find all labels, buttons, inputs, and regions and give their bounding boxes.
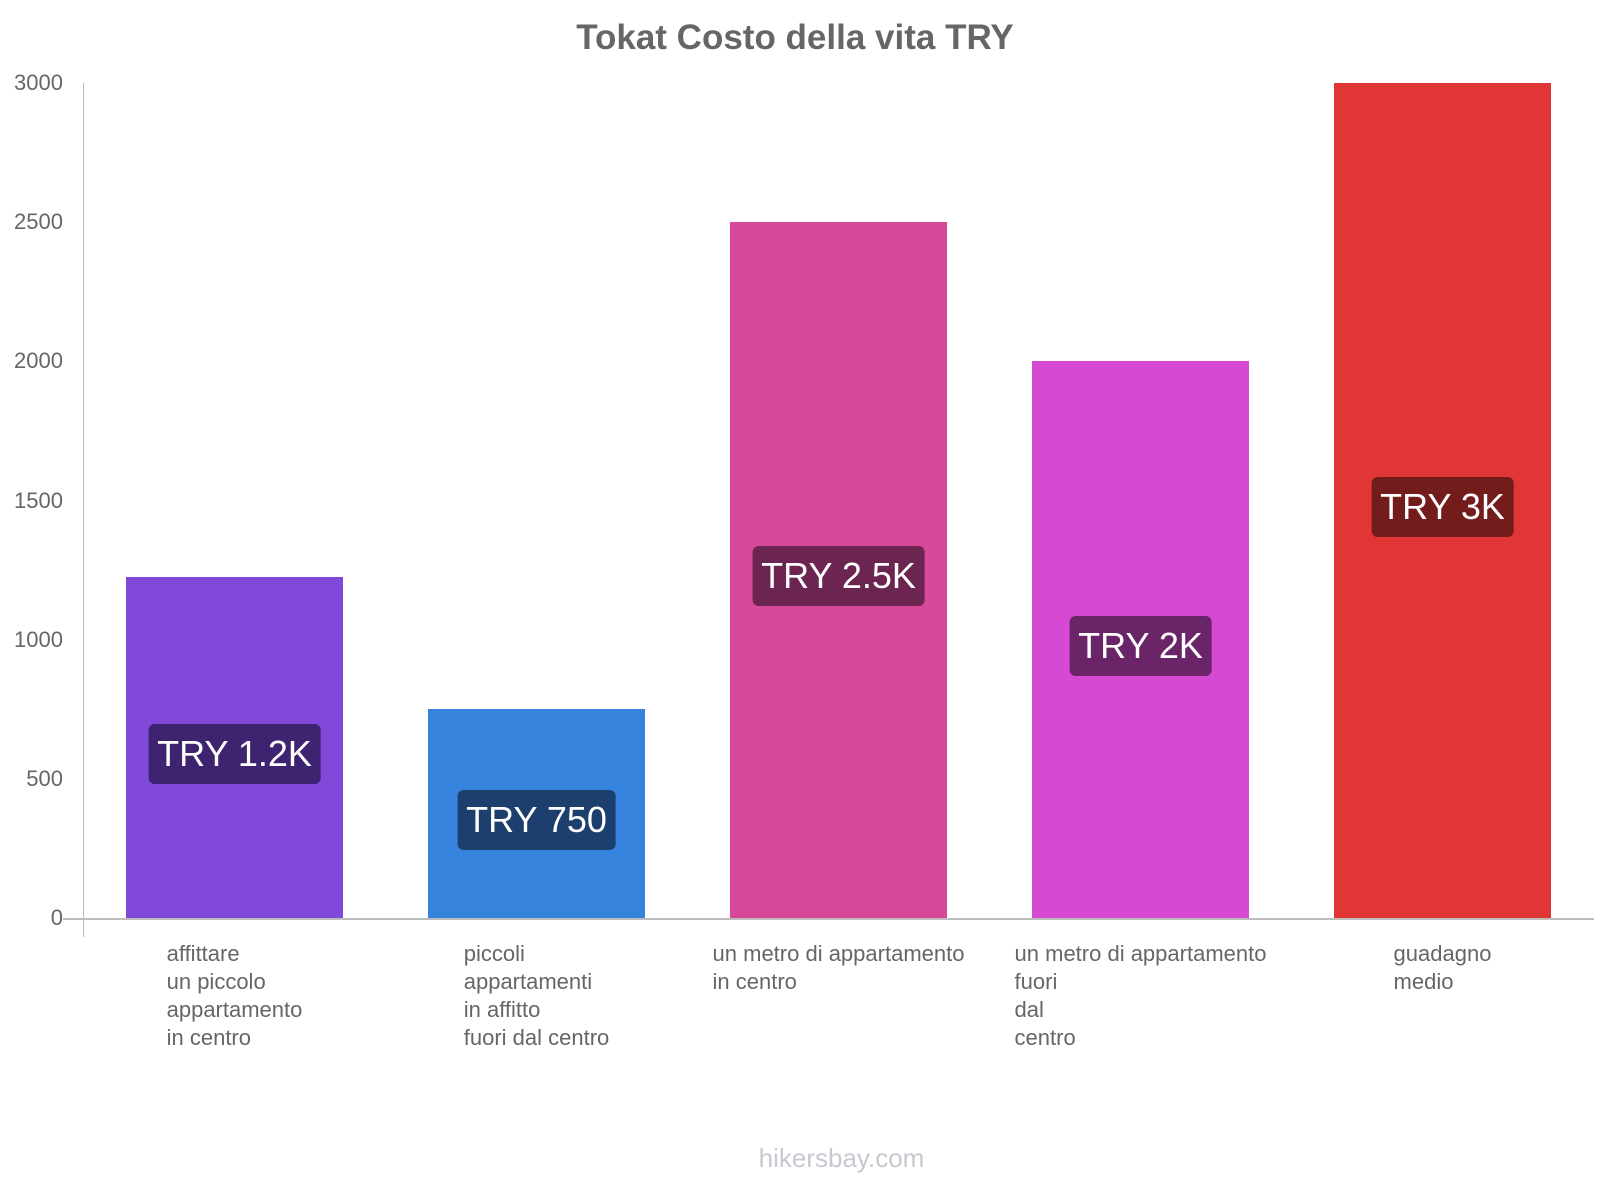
x-category-label-line: medio <box>1393 969 1454 994</box>
x-category-label-line: appartamenti <box>463 969 593 994</box>
x-category-label: un metro di appartamento fuori dal centro <box>1015 940 1267 1052</box>
y-axis-line <box>83 83 84 937</box>
x-category-label-line: dal <box>1014 997 1044 1022</box>
chart-title: Tokat Costo della vita TRY <box>576 18 1014 57</box>
y-tick-label: 1500 <box>14 487 63 513</box>
y-tick-label: 500 <box>26 765 63 791</box>
x-category-label-line: in centro <box>712 969 797 994</box>
bar-value-label: TRY 750 <box>457 789 616 850</box>
y-tick-label: 3000 <box>14 70 63 95</box>
x-category-label-line: fuori dal centro <box>463 1025 610 1050</box>
y-tick-label: 0 <box>50 905 63 930</box>
bar-value-label: TRY 3K <box>1371 476 1514 537</box>
x-category-label-line: un metro di appartamento <box>712 941 965 966</box>
x-category-label-line: in centro <box>166 1025 252 1050</box>
bar-value-label: TRY 1.2K <box>148 723 321 784</box>
bar-value-label: TRY 2.5K <box>752 546 925 607</box>
x-category-label: un metro di appartamento in centro <box>713 940 965 996</box>
x-axis-baseline <box>63 918 1594 920</box>
y-tick-label: 2000 <box>14 348 63 374</box>
x-category-label-line: piccoli <box>463 941 525 966</box>
x-category-label-line: centro <box>1014 1025 1076 1050</box>
x-category-label: guadagno medio <box>1394 940 1492 996</box>
x-category-label: piccoli appartamenti in affitto fuori dal c… <box>464 940 610 1052</box>
x-category-label: affittare un piccolo appartamento in centro <box>167 940 303 1052</box>
x-category-label-line: affittare <box>166 941 240 966</box>
x-category-label-line: un piccolo <box>166 969 266 994</box>
x-category-label-line: guadagno <box>1393 941 1492 966</box>
x-category-label-line: fuori <box>1014 969 1058 994</box>
x-category-label-line: in affitto <box>463 997 541 1022</box>
y-tick-label: 2500 <box>14 209 63 235</box>
y-tick-label: 1000 <box>14 626 63 652</box>
source-watermark: hikersbay.com <box>758 1143 925 1173</box>
x-category-label-line: un metro di appartamento <box>1014 941 1267 966</box>
x-category-label-line: appartamento <box>166 997 303 1022</box>
bar-value-label: TRY 2K <box>1069 615 1212 676</box>
